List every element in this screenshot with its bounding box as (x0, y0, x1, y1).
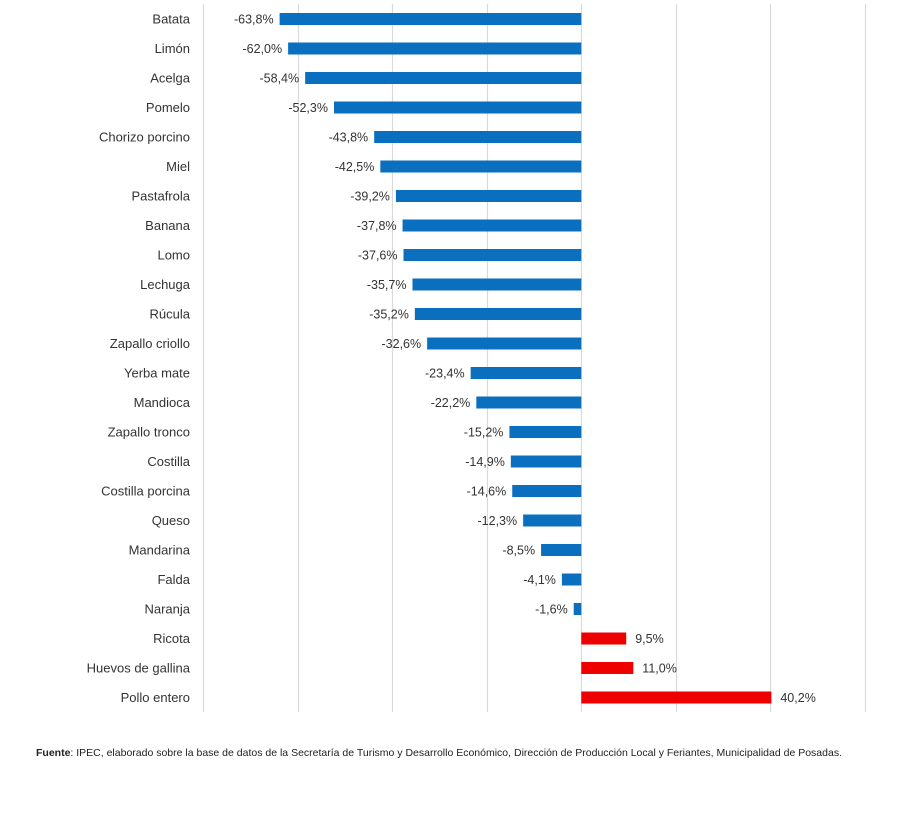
bar (279, 13, 582, 25)
bar (412, 278, 582, 291)
data-label: -62,0% (243, 42, 283, 56)
bar (581, 632, 627, 645)
category-label: Acelga (150, 71, 191, 86)
bar (403, 249, 582, 261)
data-label: 9,5% (635, 632, 664, 646)
category-label: Costilla porcina (101, 484, 191, 499)
category-label: Batata (152, 12, 190, 27)
bar (305, 72, 582, 84)
bar (541, 544, 582, 556)
bar (523, 514, 582, 527)
data-label: -35,2% (369, 308, 409, 322)
data-label: -37,8% (357, 219, 397, 233)
category-label: Pomelo (146, 100, 190, 115)
category-label: Rúcula (150, 307, 191, 322)
data-label: -22,2% (431, 396, 471, 410)
category-label: Miel (166, 159, 190, 174)
source-text: : IPEC, elaborado sobre la base de datos… (70, 747, 842, 759)
bar (414, 308, 582, 320)
bar (402, 219, 582, 232)
data-label: -52,3% (288, 101, 328, 115)
category-label: Pastafrola (131, 189, 190, 204)
bar (509, 426, 582, 438)
bar (288, 42, 582, 55)
bar (395, 190, 582, 202)
category-label: Limón (155, 41, 190, 56)
category-label: Mandarina (129, 543, 191, 558)
category-label: Zapallo criollo (110, 336, 190, 351)
category-label: Ricota (153, 631, 191, 646)
bar-chart: Batata Limón Acelga Pomelo Chorizo porcino Mi… (87, 4, 867, 712)
category-label: Mandioca (134, 395, 191, 410)
category-label: Costilla (147, 454, 190, 469)
bar (470, 367, 582, 379)
data-label: -8,5% (502, 544, 535, 558)
gridlines (202, 4, 867, 712)
bar (561, 573, 582, 586)
category-label: Lomo (157, 248, 190, 263)
data-label: -14,6% (467, 485, 507, 499)
category-label: Falda (157, 572, 190, 587)
data-label: -37,6% (358, 249, 398, 263)
bar (380, 160, 582, 173)
category-label: Lechuga (140, 277, 191, 292)
category-label: Queso (152, 513, 190, 528)
data-label: 11,0% (642, 662, 677, 676)
category-label: Yerba mate (124, 366, 190, 381)
data-label: -12,3% (478, 514, 518, 528)
source-label: Fuente (36, 747, 71, 759)
value-labels: -63,8% -62,0% -58,4% -52,3% -43,8% -42,5% -39,… (234, 13, 816, 706)
data-label: -58,4% (260, 72, 300, 86)
data-label: -43,8% (329, 131, 369, 145)
bar (581, 662, 634, 674)
data-label: -32,6% (382, 337, 422, 351)
bar (510, 455, 582, 468)
bar (333, 101, 582, 114)
bar (581, 691, 772, 704)
bars (279, 13, 772, 704)
bar (476, 396, 582, 409)
category-label: Huevos de gallina (87, 661, 191, 676)
data-label: -42,5% (335, 160, 375, 174)
data-label: -23,4% (425, 367, 465, 381)
data-label: -15,2% (464, 426, 504, 440)
bar (427, 337, 582, 350)
bar (512, 485, 582, 497)
data-label: -1,6% (535, 603, 568, 617)
data-label: -4,1% (523, 573, 556, 587)
source-note: Fuente: IPEC, elaborado sobre la base de… (36, 745, 896, 762)
category-label: Chorizo porcino (99, 130, 190, 145)
data-label: -39,2% (350, 190, 390, 204)
data-label: -14,9% (465, 455, 505, 469)
category-label: Pollo entero (121, 690, 190, 705)
data-label: -35,7% (367, 278, 407, 292)
category-label: Naranja (144, 602, 190, 617)
category-labels: Batata Limón Acelga Pomelo Chorizo porcino Mi… (87, 12, 191, 706)
category-label: Zapallo tronco (108, 425, 190, 440)
data-label: 40,2% (780, 691, 815, 705)
data-label: -63,8% (234, 13, 274, 27)
category-label: Banana (145, 218, 191, 233)
bar (374, 131, 582, 143)
bar (573, 603, 582, 615)
